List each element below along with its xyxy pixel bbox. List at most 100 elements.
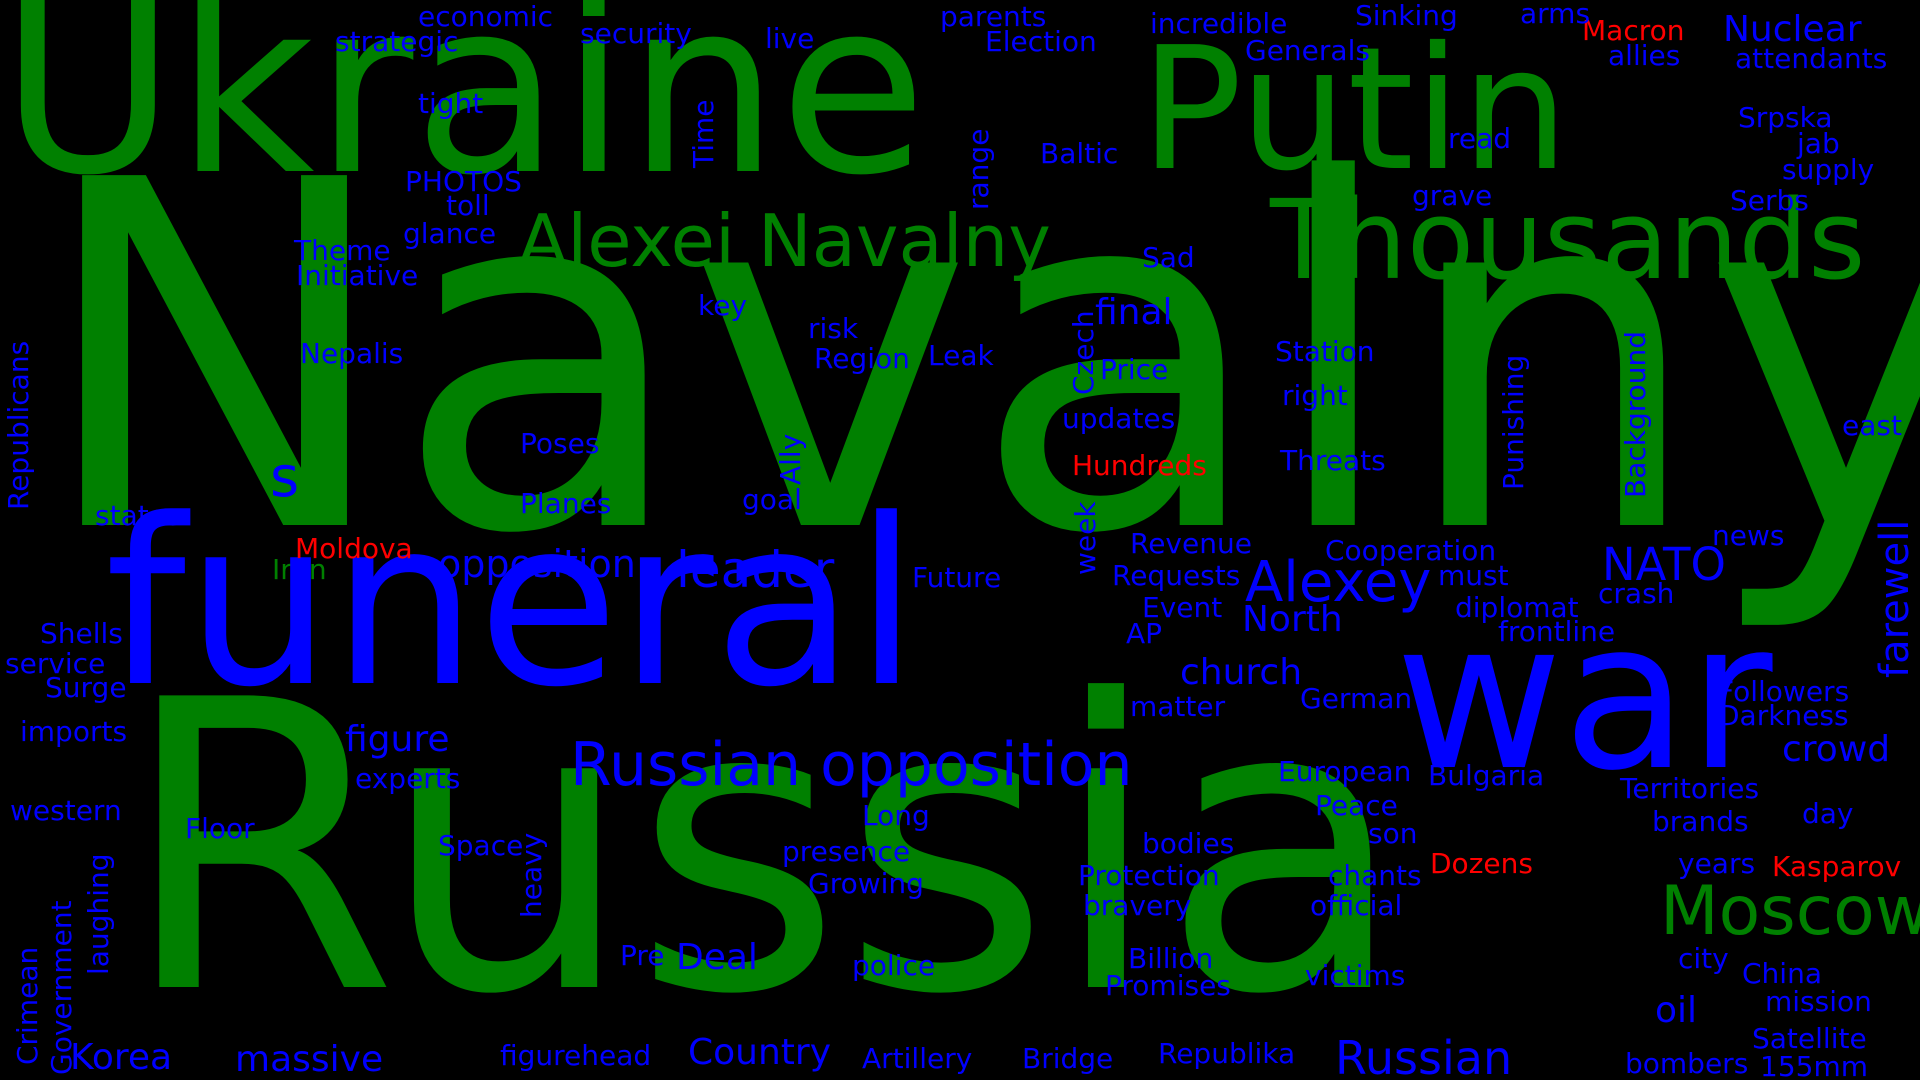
word-brands: brands	[1652, 805, 1749, 838]
word-region: Region	[814, 342, 910, 375]
word-pre: Pre	[620, 939, 665, 972]
word-arms: arms	[1520, 0, 1591, 30]
word-risk: risk	[808, 312, 859, 345]
word-imports: imports	[20, 715, 128, 748]
word-155mm: 155mm	[1760, 1050, 1868, 1080]
word-alexey: Alexey	[1245, 550, 1432, 615]
word-laughing: laughing	[82, 853, 115, 975]
word-ukraine: Ukraine	[0, 0, 927, 228]
word-tight: tight	[418, 87, 484, 120]
word-moscow: Moscow	[1660, 872, 1920, 951]
word-protection: Protection	[1078, 859, 1220, 892]
word-serbs: Serbs	[1730, 184, 1809, 217]
word-darkness: Darkness	[1718, 699, 1849, 732]
word-strategic: strategic	[335, 25, 459, 58]
word-goal: goal	[742, 483, 802, 516]
word-nuclear: Nuclear	[1723, 9, 1862, 50]
word-nato: NATO	[1602, 538, 1726, 591]
word-future: Future	[912, 561, 1002, 594]
word-mission: mission	[1765, 985, 1872, 1018]
word-bodies: bodies	[1142, 827, 1235, 860]
word-must: must	[1438, 559, 1509, 592]
word-range: range	[962, 128, 995, 210]
word-requests: Requests	[1112, 559, 1241, 592]
word-generals: Generals	[1245, 34, 1370, 67]
word-country: Country	[688, 1032, 832, 1073]
word-crowd: crowd	[1782, 729, 1891, 770]
word-republicans: Republicans	[2, 340, 35, 510]
word-bulgaria: Bulgaria	[1428, 759, 1545, 792]
word-cooperation: Cooperation	[1325, 534, 1497, 567]
word-north: North	[1242, 599, 1343, 640]
word-western: western	[10, 794, 122, 827]
word-government: Government	[45, 900, 78, 1075]
word-service: service	[5, 647, 106, 680]
word-funeral: funeral	[105, 471, 919, 738]
word-nepalis: Nepalis	[300, 337, 404, 370]
word-diplomat: diplomat	[1455, 591, 1579, 624]
word-sad: Sad	[1142, 241, 1195, 274]
word-heavy: heavy	[515, 832, 548, 918]
word-figure: figure	[345, 719, 450, 760]
word-space: Space	[438, 829, 524, 862]
word-hundreds: Hundreds	[1072, 449, 1207, 482]
word-police: police	[852, 949, 936, 982]
word-war: war	[1395, 578, 1773, 816]
word-leak: Leak	[928, 339, 994, 372]
word-surge: Surge	[45, 671, 127, 704]
word-iran: Iran	[272, 553, 327, 586]
word-alexei-navalny: Alexei Navalny	[518, 199, 1051, 283]
word-german: German	[1300, 682, 1413, 715]
word-oil: oil	[1655, 990, 1698, 1031]
word-glance: glance	[403, 217, 497, 250]
word-supply: supply	[1782, 153, 1875, 186]
word-jab: jab	[1797, 127, 1840, 160]
word-official: official	[1310, 889, 1403, 922]
word-sinking: Sinking	[1355, 0, 1458, 32]
word-shells: Shells	[40, 617, 123, 650]
word-massive: massive	[235, 1039, 384, 1080]
word-read: read	[1448, 122, 1512, 155]
word-key: key	[698, 289, 748, 322]
word-states: states	[95, 499, 181, 532]
word-floor: Floor	[185, 812, 255, 845]
word-photos: PHOTOS	[405, 165, 522, 198]
word-poses: Poses	[520, 427, 600, 460]
word-territories: Territories	[1620, 772, 1760, 805]
word-peace: Peace	[1315, 789, 1398, 822]
word-baltic: Baltic	[1040, 137, 1119, 170]
word-ap: AP	[1126, 617, 1163, 650]
word-live: live	[765, 22, 815, 55]
word-chants: chants	[1328, 859, 1422, 892]
word-victims: victims	[1305, 959, 1406, 992]
word-satellite: Satellite	[1752, 1022, 1867, 1055]
word-event: Event	[1142, 591, 1223, 624]
word-macron: Macron	[1582, 14, 1685, 47]
word-korea: Korea	[70, 1037, 173, 1078]
word-initiative: Initiative	[296, 259, 419, 292]
word-republika: Republika	[1158, 1037, 1296, 1070]
word-city: city	[1678, 942, 1729, 975]
word-week: week	[1069, 501, 1102, 575]
word-russian-opposition: Russian opposition	[570, 730, 1133, 800]
word-bridge: Bridge	[1022, 1042, 1114, 1075]
word-china: China	[1742, 957, 1822, 990]
word-church: church	[1180, 652, 1303, 693]
word-growing: Growing	[808, 867, 924, 900]
word-artillery: Artillery	[862, 1042, 973, 1075]
word-station: Station	[1275, 335, 1375, 368]
word-kasparov: Kasparov	[1772, 850, 1902, 883]
word-ally: Ally	[774, 433, 807, 485]
word-price: Price	[1100, 353, 1169, 386]
word-european: European	[1278, 755, 1412, 788]
word-crimean: Crimean	[11, 946, 44, 1065]
word-farewell: farewell	[1872, 519, 1918, 678]
word-bombers: bombers	[1625, 1047, 1749, 1080]
word-toll: toll	[446, 189, 490, 222]
word-incredible: incredible	[1150, 7, 1288, 40]
word-long: Long	[862, 799, 930, 832]
word-economic: economic	[418, 0, 554, 33]
word-election: Election	[985, 25, 1097, 58]
word-planes: Planes	[520, 487, 612, 520]
word-frontline: frontline	[1498, 615, 1616, 648]
